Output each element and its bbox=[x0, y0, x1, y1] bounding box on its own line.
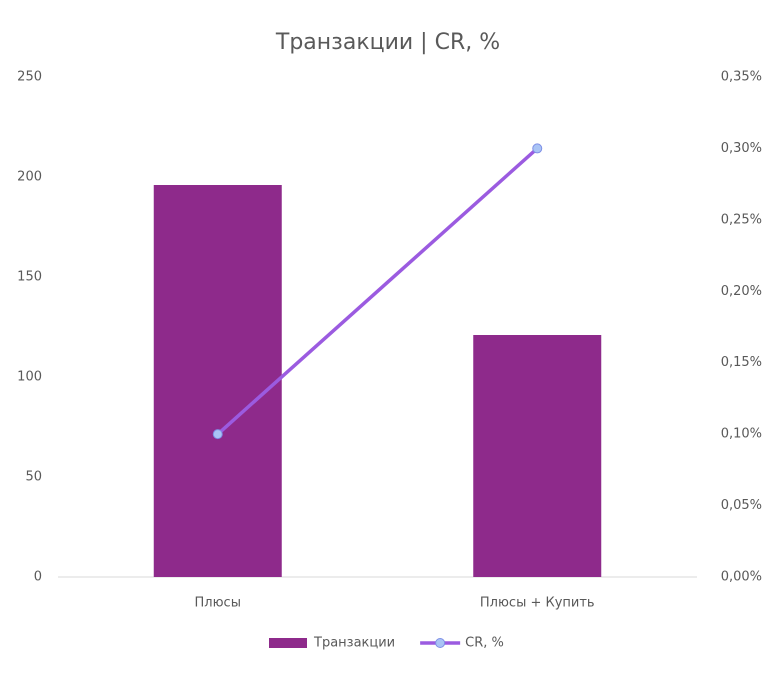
y2-tick-label: 0,00% bbox=[721, 570, 762, 585]
y-tick-label: 0 bbox=[34, 570, 42, 585]
line-marker bbox=[532, 143, 543, 154]
y2-tick-label: 0,20% bbox=[721, 284, 762, 299]
x-tick-label: Плюсы + Купить bbox=[480, 596, 595, 611]
y-tick-label: 100 bbox=[17, 370, 42, 385]
y2-tick-label: 0,25% bbox=[721, 212, 762, 227]
y2-tick-label: 0,30% bbox=[721, 141, 762, 156]
chart-title: Транзакции | CR, % bbox=[275, 30, 500, 55]
y2-tick-label: 0,05% bbox=[721, 498, 762, 513]
legend-marker bbox=[435, 638, 446, 648]
legend-label: CR, % bbox=[465, 636, 504, 651]
bar bbox=[473, 335, 602, 577]
y-tick-label: 250 bbox=[17, 70, 42, 85]
bar bbox=[153, 185, 282, 577]
line-marker bbox=[212, 429, 223, 440]
y2-tick-label: 0,15% bbox=[721, 355, 762, 370]
y2-tick-label: 0,35% bbox=[721, 70, 762, 85]
y-tick-label: 150 bbox=[17, 270, 42, 285]
x-tick-label: Плюсы bbox=[195, 596, 241, 611]
y-tick-label: 50 bbox=[25, 470, 42, 485]
legend-swatch bbox=[269, 638, 307, 648]
legend-label: Транзакции bbox=[313, 636, 395, 651]
y-tick-label: 200 bbox=[17, 170, 42, 185]
line bbox=[216, 147, 539, 436]
y2-tick-label: 0,10% bbox=[721, 427, 762, 442]
